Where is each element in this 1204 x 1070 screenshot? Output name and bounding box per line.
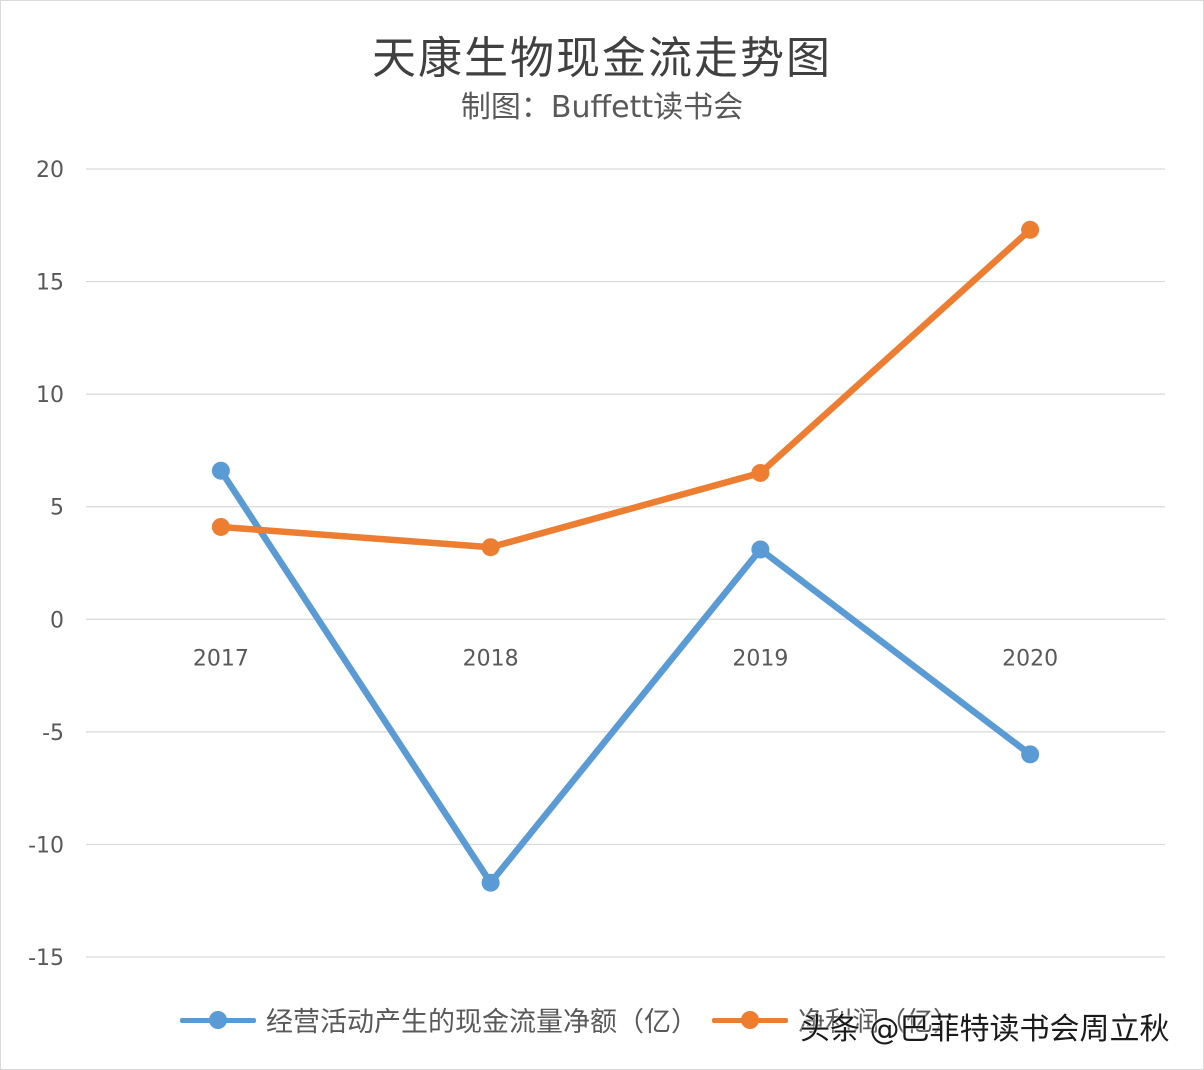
y-axis-ticks: 20 15 10 5 0 -5 -10 -15 — [28, 158, 64, 971]
series-line — [217, 226, 1034, 551]
y-tick-label: -5 — [42, 721, 64, 746]
y-tick-label: 10 — [36, 383, 64, 408]
x-tick-label: 2020 — [1002, 646, 1058, 671]
gridlines — [86, 168, 1165, 958]
data-point — [481, 538, 500, 557]
y-tick-label: 5 — [50, 496, 64, 521]
data-point — [751, 540, 770, 559]
legend-swatch-orange — [712, 1010, 788, 1030]
y-tick-label: 20 — [36, 158, 64, 183]
chart-subtitle: 制图：Buffett读书会 — [460, 90, 744, 125]
y-tick-label: 0 — [50, 608, 64, 633]
legend-label: 净利润（亿） — [798, 1007, 960, 1038]
x-tick-label: 2017 — [193, 646, 249, 671]
chart-title: 天康生物现金流走势图 — [372, 33, 832, 84]
y-tick-label: 15 — [36, 271, 64, 296]
series-group — [211, 220, 1040, 892]
data-point — [211, 461, 230, 480]
y-tick-label: -10 — [28, 833, 64, 858]
data-point — [751, 463, 770, 482]
x-tick-label: 2019 — [732, 646, 788, 671]
legend-item-net-profit: 净利润（亿） — [712, 1000, 960, 1039]
data-point — [1021, 220, 1040, 239]
legend: 经营活动产生的现金流量净额（亿） 净利润（亿） — [180, 1000, 974, 1039]
y-tick-label: -15 — [28, 946, 64, 971]
watermark-text: 头条 @巴菲特读书会周立秋 — [800, 1012, 1170, 1047]
x-axis-ticks: 2017 2018 2019 2020 — [193, 646, 1058, 671]
data-point — [481, 873, 500, 892]
data-point — [1021, 745, 1040, 764]
data-point — [211, 517, 230, 536]
x-tick-label: 2018 — [463, 646, 519, 671]
legend-label: 经营活动产生的现金流量净额（亿） — [266, 1007, 698, 1038]
legend-item-operating-cashflow: 经营活动产生的现金流量净额（亿） — [180, 1000, 698, 1039]
series-line — [217, 467, 1034, 886]
legend-swatch-blue — [180, 1010, 256, 1030]
